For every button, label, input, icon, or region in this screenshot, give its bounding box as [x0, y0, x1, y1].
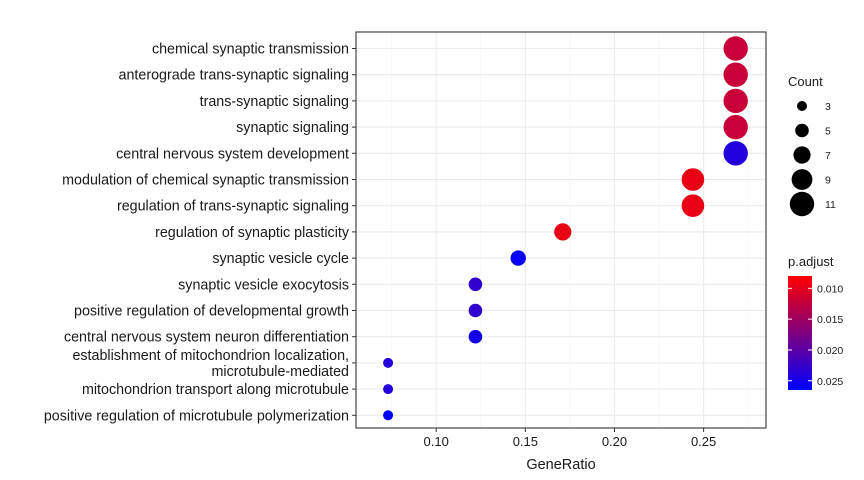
- color-legend-label: 0.020: [817, 345, 843, 357]
- color-legend-title: p.adjust: [788, 254, 834, 269]
- y-tick-label: synaptic signaling: [236, 120, 349, 136]
- data-point: [554, 223, 572, 241]
- x-tick-label: 0.25: [691, 434, 716, 449]
- data-point: [383, 357, 394, 368]
- size-legend-key: [797, 101, 807, 111]
- data-points: [383, 36, 748, 421]
- data-point: [383, 384, 394, 395]
- y-tick-label: synaptic vesicle exocytosis: [178, 277, 349, 293]
- y-tick-label: establishment of mitochondrion localizat…: [72, 348, 349, 380]
- y-tick-label: synaptic vesicle cycle: [212, 251, 349, 267]
- size-legend-label: 9: [825, 175, 831, 187]
- size-legend-label: 7: [825, 150, 831, 162]
- x-tick-label: 0.20: [602, 434, 627, 449]
- data-point: [723, 62, 748, 87]
- y-tick-label: modulation of chemical synaptic transmis…: [62, 173, 349, 189]
- size-legend-label: 5: [825, 126, 831, 138]
- y-tick-label: regulation of synaptic plasticity: [155, 225, 350, 241]
- grid-lines: [356, 32, 766, 428]
- color-legend: p.adjust 0.010 0.015 0.020 0.025: [788, 254, 843, 390]
- color-legend-label: 0.010: [817, 283, 843, 295]
- y-tick-label: positive regulation of microtubule polym…: [44, 408, 349, 424]
- x-tick-label: 0.10: [424, 434, 449, 449]
- x-axis: 0.10 0.15 0.20 0.25: [424, 428, 716, 449]
- y-tick-label: chemical synaptic transmission: [152, 42, 349, 58]
- y-tick-label: positive regulation of developmental gro…: [74, 304, 349, 320]
- data-point: [723, 88, 748, 114]
- y-tick-label: anterograde trans-synaptic signaling: [119, 68, 350, 84]
- data-point: [681, 168, 705, 191]
- size-legend-label: 11: [825, 199, 836, 211]
- size-legend-title: Count: [788, 74, 823, 89]
- size-legend-key: [795, 123, 809, 138]
- data-point: [468, 303, 483, 318]
- data-point: [723, 114, 748, 140]
- x-tick-label: 0.15: [513, 434, 538, 449]
- y-tick-label: central nervous system development: [116, 146, 349, 162]
- size-legend-key: [793, 146, 811, 164]
- x-axis-title: GeneRatio: [526, 457, 595, 473]
- y-tick-label: central nervous system neuron differenti…: [64, 330, 349, 346]
- plot-panel-border: [355, 31, 767, 429]
- color-legend-label: 0.015: [817, 314, 843, 326]
- data-point: [383, 410, 394, 421]
- size-legend-key: [789, 191, 815, 217]
- color-legend-bar: [788, 276, 812, 390]
- data-point: [468, 277, 483, 292]
- data-point: [723, 141, 748, 166]
- data-point: [510, 250, 526, 266]
- data-point: [681, 194, 705, 217]
- data-point: [468, 329, 483, 344]
- y-tick-label: mitochondrion transport along microtubul…: [82, 382, 349, 398]
- y-tick-label: trans-synaptic signaling: [200, 94, 349, 110]
- size-legend: Count 3 5 7 9 11: [788, 74, 836, 217]
- data-point: [723, 36, 748, 61]
- size-legend-key: [791, 169, 813, 190]
- color-legend-label: 0.025: [817, 376, 843, 388]
- size-legend-label: 3: [825, 101, 831, 113]
- y-axis: chemical synaptic transmission anterograd…: [44, 42, 356, 424]
- y-tick-label: regulation of trans-synaptic signaling: [117, 199, 349, 215]
